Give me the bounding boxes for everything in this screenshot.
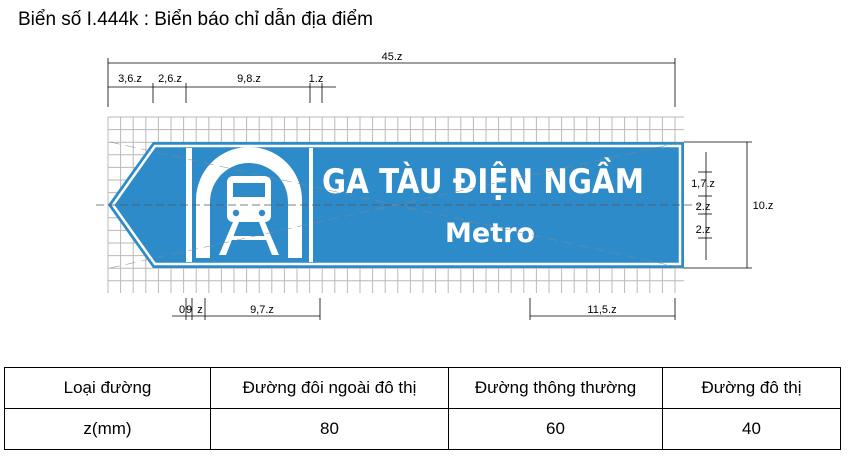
bottom-dimensions	[172, 298, 676, 320]
table-header-row: Loại đường Đường đôi ngoài đô thị Đường …	[4, 367, 841, 409]
text-separator	[309, 148, 313, 262]
dim-right-seg-1: 1,7.z	[691, 178, 715, 190]
table-header-cell: Đường thông thường	[448, 367, 663, 409]
dim-right-total: 10.z	[753, 200, 774, 212]
table-header-cell: Loại đường	[4, 367, 211, 409]
diagonal-guide	[109, 141, 683, 269]
sign-drawing: GA TÀU ĐIỆN NGẦM Metro 45.z 3,6.z 2,6.z …	[96, 51, 774, 320]
arrow-separator	[186, 148, 192, 262]
sign-sub-text: Metro	[445, 218, 535, 249]
sign-main-text: GA TÀU ĐIỆN NGẦM	[322, 157, 644, 202]
dim-top-seg-1: 3,6.z	[118, 73, 142, 85]
table-header-cell: Đường đôi ngoài đô thị	[210, 367, 449, 409]
table-cell: 80	[210, 408, 449, 450]
dim-bottom-seg-2: 9	[186, 304, 192, 316]
dim-bottom-seg-3: z	[197, 304, 203, 316]
right-dimensions	[684, 141, 752, 269]
dim-right-seg-2: 2.z	[696, 201, 711, 213]
top-dimensions	[107, 58, 676, 107]
table-header-cell: Đường đô thị	[662, 367, 841, 409]
spec-table: Loại đường Đường đôi ngoài đô thị Đường …	[4, 367, 841, 450]
table-cell: 60	[448, 408, 663, 450]
page-title: Biển số I.444k : Biển báo chỉ dẫn địa đi…	[18, 9, 373, 30]
table-cell: 40	[662, 408, 841, 450]
dim-right-seg-3: 2.z	[696, 224, 711, 236]
dim-bottom-right: 11,5.z	[587, 304, 616, 316]
dim-top-seg-4: 1.z	[309, 73, 324, 85]
dim-top-seg-3: 9,8.z	[237, 73, 261, 85]
table-cell: z(mm)	[4, 408, 211, 450]
dim-bottom-seg-1: 0	[179, 304, 185, 316]
dim-top-seg-2: 2,6.z	[158, 73, 182, 85]
dim-bottom-seg-4: 9,7.z	[250, 304, 274, 316]
dim-top-total: 45.z	[382, 51, 403, 63]
table-row: z(mm) 80 60 40	[4, 408, 841, 450]
